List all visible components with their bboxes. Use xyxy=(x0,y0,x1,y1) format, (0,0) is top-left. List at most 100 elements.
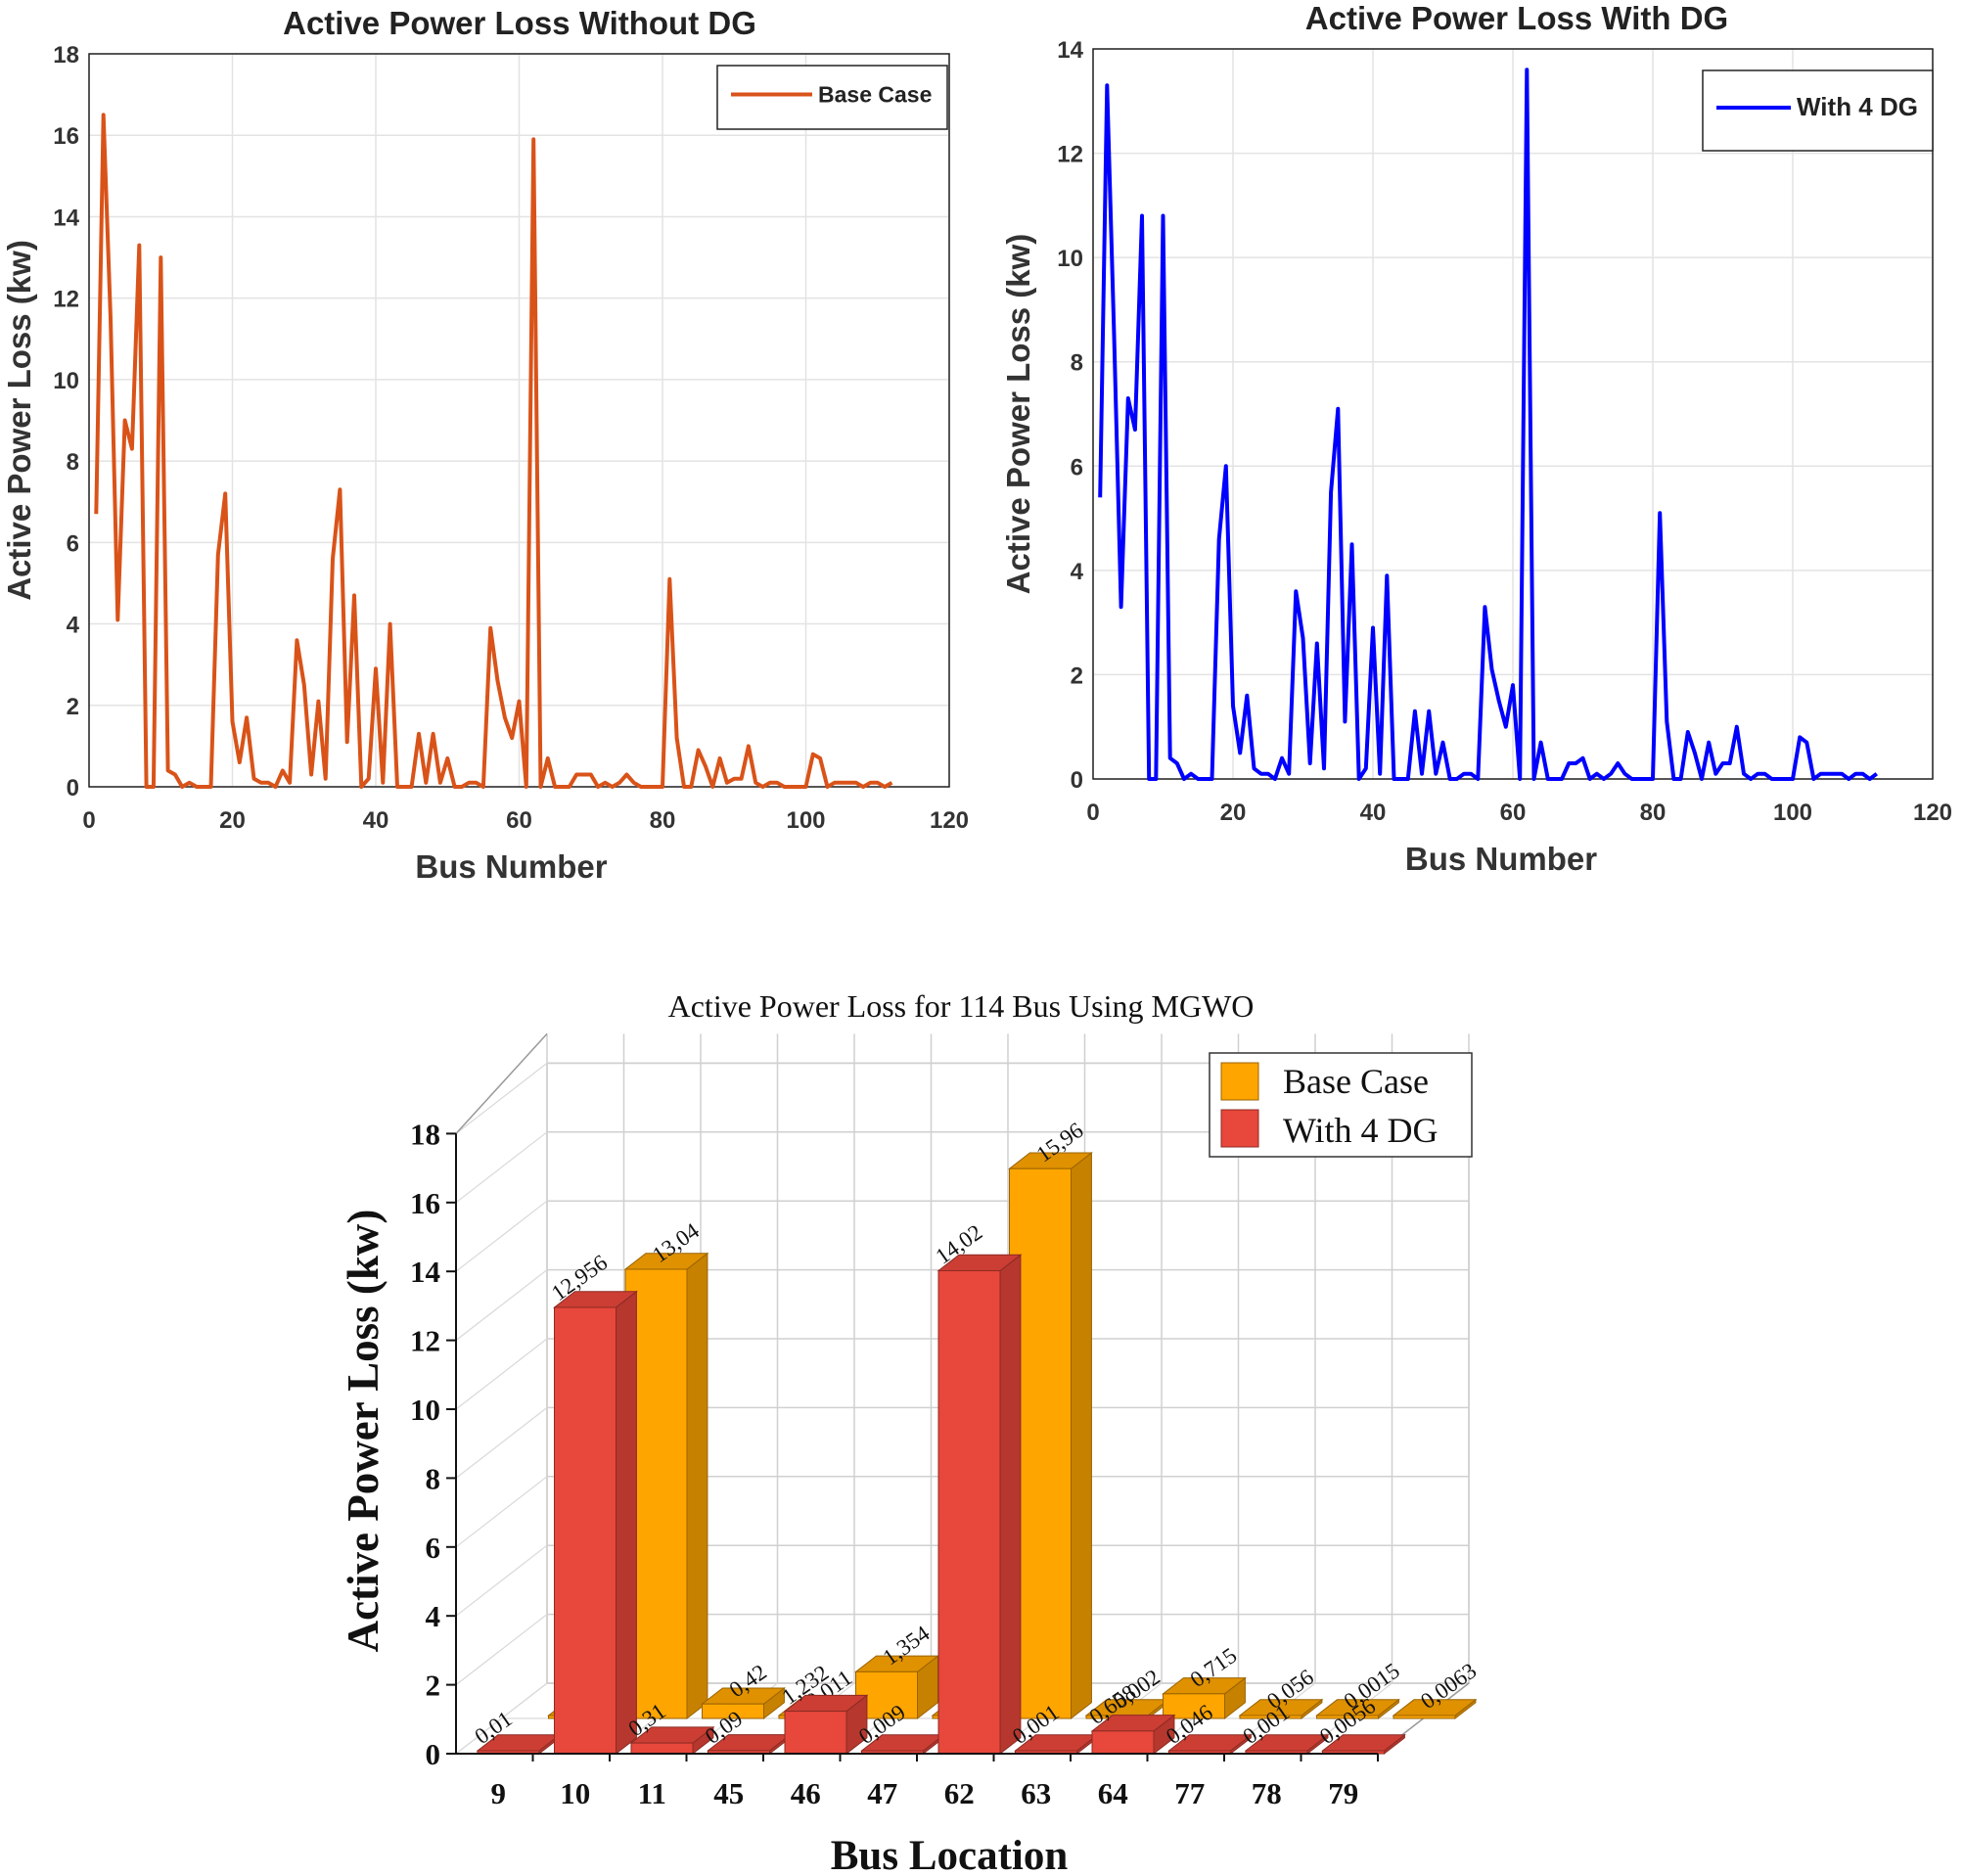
side-wall-gridline xyxy=(455,1338,548,1410)
bar-with-4-dg xyxy=(1321,1733,1406,1756)
bar-base-case-front xyxy=(1239,1715,1302,1719)
bar-with-4-dg-front xyxy=(554,1306,617,1755)
bar-with-4-dg-side xyxy=(616,1290,637,1756)
side-wall-gridline xyxy=(455,1269,548,1342)
x-tick-label: 100 xyxy=(1773,800,1812,826)
y-tick-label: 10 xyxy=(53,368,79,394)
y-tick-label: 6 xyxy=(426,1531,441,1565)
x-tick-label: 120 xyxy=(1913,800,1952,826)
bar-base-case xyxy=(1162,1676,1247,1720)
y-tick-label: 4 xyxy=(67,613,80,639)
legend-box xyxy=(1702,69,1934,152)
y-tick-label: 8 xyxy=(1071,350,1083,377)
bar-with-4-dg-front xyxy=(937,1269,1001,1755)
chart-without-dg: 0 20 40 60 80 100 120 0 2 4 6 8 10 12 14 16 18 Active Pow… xyxy=(1,5,969,885)
y-tick-label: 2 xyxy=(426,1669,441,1703)
legend-box xyxy=(716,65,948,130)
x-axis-label: Bus Number xyxy=(1405,841,1597,877)
bar-base-case-side xyxy=(686,1252,708,1720)
y-axis-label: Active Power Loss (kw) xyxy=(339,1210,388,1653)
side-wall-gridline xyxy=(455,1544,548,1617)
bar-with-4-dg xyxy=(1090,1714,1176,1756)
side-wall-gridline xyxy=(455,1062,548,1134)
y-tick-label: 0 xyxy=(426,1737,441,1771)
y-tick-label: 0 xyxy=(1071,767,1083,794)
y-tick-label: 18 xyxy=(410,1117,440,1151)
y-tick-label: 4 xyxy=(426,1599,441,1633)
side-wall-gridline xyxy=(455,1614,548,1686)
legend-label-base-case: Base Case xyxy=(1283,1062,1429,1101)
bar-base-case xyxy=(854,1655,939,1720)
x-tick-label: 63 xyxy=(1021,1776,1051,1810)
legend-label-with-4-dg: With 4 DG xyxy=(1283,1111,1439,1150)
y-tick-label: 18 xyxy=(53,42,79,69)
x-tick-label: 40 xyxy=(1360,800,1387,826)
x-tick-label: 64 xyxy=(1098,1776,1128,1810)
bar-base-case xyxy=(1008,1151,1093,1720)
x-tick-label: 60 xyxy=(1500,800,1527,826)
legend-swatch-with-4-dg xyxy=(1220,1109,1259,1148)
bar-with-4-dg xyxy=(553,1290,638,1756)
y-tick-label: 0 xyxy=(67,775,79,801)
x-tick-label: 80 xyxy=(1640,800,1667,826)
x-tick-label: 40 xyxy=(363,807,389,834)
x-tick-label: 9 xyxy=(491,1776,507,1810)
bar-with-4-dg xyxy=(936,1254,1023,1756)
y-tick-label: 14 xyxy=(410,1255,440,1289)
series-line-base-case xyxy=(94,113,893,789)
side-wall-gridline xyxy=(455,1476,548,1548)
legend-label: With 4 DG xyxy=(1797,92,1918,121)
x-tick-label: 20 xyxy=(219,807,246,834)
chart-with-dg: 0 20 40 60 80 100 120 0 2 4 6 8 10 12 14 Active Power L… xyxy=(1000,0,1952,877)
y-tick-label: 10 xyxy=(410,1393,440,1427)
chart-title: Active Power Loss for 114 Bus Using MGWO xyxy=(668,988,1255,1024)
x-tick-label: 10 xyxy=(560,1776,590,1810)
chart-title: Active Power Loss With DG xyxy=(1305,0,1728,36)
y-tick-label: 14 xyxy=(53,205,79,231)
y-axis-label: Active Power Loss (kw) xyxy=(1,240,37,601)
x-tick-label: 80 xyxy=(650,807,676,834)
y-tick-label: 6 xyxy=(67,530,79,557)
bar-base-case-front xyxy=(1163,1693,1225,1719)
x-tick-label: 0 xyxy=(1086,800,1099,826)
series-line-with-4-dg xyxy=(1098,68,1878,781)
y-tick-label: 8 xyxy=(67,449,79,476)
y-axis-label: Active Power Loss (kw) xyxy=(1000,234,1036,595)
legend-swatch-base-case xyxy=(1220,1062,1259,1101)
x-tick-label: 47 xyxy=(867,1776,897,1810)
y-tick-label: 16 xyxy=(410,1186,440,1220)
y-tick-label: 12 xyxy=(1057,142,1083,168)
side-top-edge xyxy=(455,1032,548,1134)
legend-label: Base Case xyxy=(818,82,932,108)
bar-base-case-side xyxy=(1071,1151,1092,1720)
y-tick-label: 10 xyxy=(1057,246,1083,272)
x-tick-label: 0 xyxy=(82,807,95,834)
x-tick-label: 60 xyxy=(506,807,532,834)
bar-base-case xyxy=(623,1252,709,1720)
x-tick-label: 120 xyxy=(930,807,969,834)
x-tick-label: 45 xyxy=(713,1776,744,1810)
plot-frame xyxy=(1092,48,1934,780)
y-tick-label: 12 xyxy=(53,287,79,313)
y-tick-label: 6 xyxy=(1071,454,1083,480)
y-tick-label: 12 xyxy=(410,1324,440,1358)
bar-with-4-dg xyxy=(629,1725,715,1756)
y-tick-label: 16 xyxy=(53,123,79,150)
x-tick-label: 77 xyxy=(1174,1776,1205,1810)
side-wall-gridline xyxy=(455,1200,548,1272)
x-axis-label: Bus Location xyxy=(831,1833,1069,1876)
bar-base-case xyxy=(1315,1698,1400,1720)
bar-base-case xyxy=(1392,1698,1478,1720)
x-tick-label: 11 xyxy=(638,1776,666,1810)
x-tick-label: 78 xyxy=(1252,1776,1282,1810)
x-tick-label: 46 xyxy=(791,1776,821,1810)
x-tick-label: 100 xyxy=(786,807,825,834)
y-tick-label: 2 xyxy=(67,694,79,720)
y-tick-label: 14 xyxy=(1057,37,1083,64)
x-tick-label: 20 xyxy=(1220,800,1247,826)
bar-base-case xyxy=(1238,1698,1324,1720)
x-axis-label: Bus Number xyxy=(415,848,607,885)
y-tick-label: 4 xyxy=(1071,559,1084,585)
